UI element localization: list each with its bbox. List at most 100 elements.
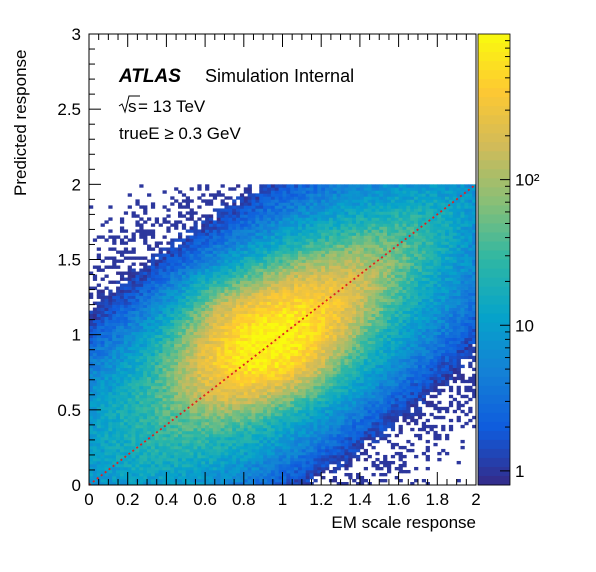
heatmap-cell bbox=[104, 394, 109, 399]
heatmap-cell bbox=[139, 460, 144, 465]
heatmap-cell bbox=[278, 211, 283, 215]
heatmap-cell bbox=[116, 415, 121, 420]
heatmap-cell bbox=[220, 322, 225, 326]
heatmap-cell bbox=[197, 346, 202, 351]
heatmap-cell bbox=[270, 193, 276, 197]
heatmap-cell bbox=[270, 259, 276, 263]
heatmap-cell bbox=[131, 427, 136, 432]
heatmap-cell bbox=[297, 232, 303, 236]
heatmap-cell bbox=[228, 439, 233, 444]
heatmap-cell bbox=[154, 397, 160, 402]
heatmap-cell bbox=[297, 325, 303, 330]
heatmap-cell bbox=[100, 376, 105, 381]
heatmap-cell bbox=[220, 409, 225, 414]
heatmap-cell bbox=[123, 457, 129, 462]
heatmap-cell bbox=[224, 319, 229, 323]
heatmap-cell bbox=[212, 433, 218, 438]
heatmap-cell bbox=[201, 340, 206, 345]
heatmap-cell bbox=[259, 340, 264, 345]
heatmap-cell bbox=[247, 262, 252, 266]
heatmap-cell bbox=[181, 271, 187, 275]
heatmap-cell bbox=[216, 244, 221, 248]
heatmap-cell bbox=[205, 466, 210, 471]
heatmap-cell bbox=[166, 424, 171, 429]
heatmap-cell bbox=[185, 445, 190, 450]
heatmap-cell bbox=[232, 406, 237, 411]
heatmap-cell bbox=[247, 241, 252, 245]
heatmap-cell bbox=[212, 232, 218, 236]
heatmap-cell bbox=[224, 409, 229, 414]
heatmap-cell bbox=[301, 304, 307, 308]
heatmap-cell bbox=[301, 301, 307, 305]
heatmap-cell bbox=[139, 376, 144, 381]
heatmap-cell bbox=[228, 367, 233, 372]
heatmap-cell bbox=[212, 421, 218, 426]
heatmap-cell bbox=[119, 343, 125, 348]
heatmap-cell bbox=[158, 262, 163, 266]
heatmap-cell bbox=[89, 436, 94, 441]
heatmap-cell bbox=[170, 373, 175, 378]
heatmap-cell bbox=[185, 337, 190, 342]
heatmap-cell bbox=[305, 340, 310, 345]
heatmap-cell bbox=[301, 406, 307, 411]
heatmap-cell bbox=[239, 376, 245, 381]
heatmap-cell bbox=[224, 412, 229, 417]
heatmap-cell bbox=[212, 415, 218, 420]
heatmap-cell bbox=[108, 433, 113, 438]
heatmap-cell bbox=[232, 319, 237, 323]
heatmap-cell bbox=[274, 223, 279, 227]
heatmap-cell bbox=[166, 274, 171, 278]
heatmap-cell bbox=[232, 307, 237, 311]
heatmap-cell bbox=[212, 310, 218, 314]
heatmap-cell bbox=[270, 469, 276, 474]
heatmap-cell bbox=[193, 451, 198, 456]
heatmap-cell bbox=[116, 439, 121, 444]
heatmap-cell bbox=[220, 454, 225, 459]
heatmap-cell bbox=[158, 337, 163, 342]
heatmap-cell bbox=[119, 382, 125, 387]
heatmap-cell bbox=[150, 391, 156, 396]
heatmap-cell bbox=[278, 457, 283, 462]
heatmap-cell bbox=[259, 301, 264, 305]
heatmap-cell bbox=[170, 394, 175, 399]
heatmap-cell bbox=[216, 445, 221, 450]
heatmap-cell bbox=[147, 265, 152, 269]
heatmap-cell bbox=[247, 364, 252, 369]
heatmap-cell bbox=[116, 445, 121, 450]
heatmap-cell bbox=[263, 334, 268, 339]
heatmap-cell bbox=[139, 256, 144, 260]
heatmap-cell bbox=[247, 247, 252, 251]
heatmap-cell bbox=[150, 259, 156, 263]
heatmap-cell bbox=[224, 322, 229, 326]
heatmap-cell bbox=[251, 229, 256, 233]
heatmap-cell bbox=[251, 298, 256, 302]
heatmap-cell bbox=[181, 253, 187, 257]
heatmap-cell bbox=[89, 415, 94, 420]
heatmap-cell bbox=[274, 364, 279, 369]
heatmap-cell bbox=[255, 265, 260, 269]
heatmap-cell bbox=[178, 244, 183, 248]
heatmap-cell bbox=[259, 418, 264, 423]
heatmap-cell bbox=[267, 457, 272, 462]
heatmap-cell bbox=[297, 427, 303, 432]
heatmap-cell bbox=[189, 430, 194, 435]
heatmap-cell bbox=[162, 301, 167, 305]
heatmap-cell bbox=[143, 430, 148, 435]
heatmap-cell bbox=[174, 409, 179, 414]
heatmap-cell bbox=[255, 250, 260, 254]
heatmap-cell bbox=[274, 376, 279, 381]
heatmap-cell bbox=[92, 442, 98, 447]
heatmap-cell bbox=[297, 394, 303, 399]
heatmap-cell bbox=[263, 469, 268, 474]
heatmap-cell bbox=[116, 307, 121, 311]
heatmap-cell bbox=[228, 415, 233, 420]
heatmap-cell bbox=[193, 463, 198, 468]
heatmap-cell bbox=[123, 466, 129, 471]
heatmap-cell bbox=[181, 256, 187, 260]
heatmap-cell bbox=[282, 289, 287, 293]
heatmap-cell bbox=[162, 190, 167, 194]
heatmap-cell bbox=[220, 361, 225, 366]
heatmap-cell bbox=[170, 349, 175, 354]
heatmap-cell bbox=[274, 319, 279, 323]
heatmap-cell bbox=[236, 448, 241, 453]
